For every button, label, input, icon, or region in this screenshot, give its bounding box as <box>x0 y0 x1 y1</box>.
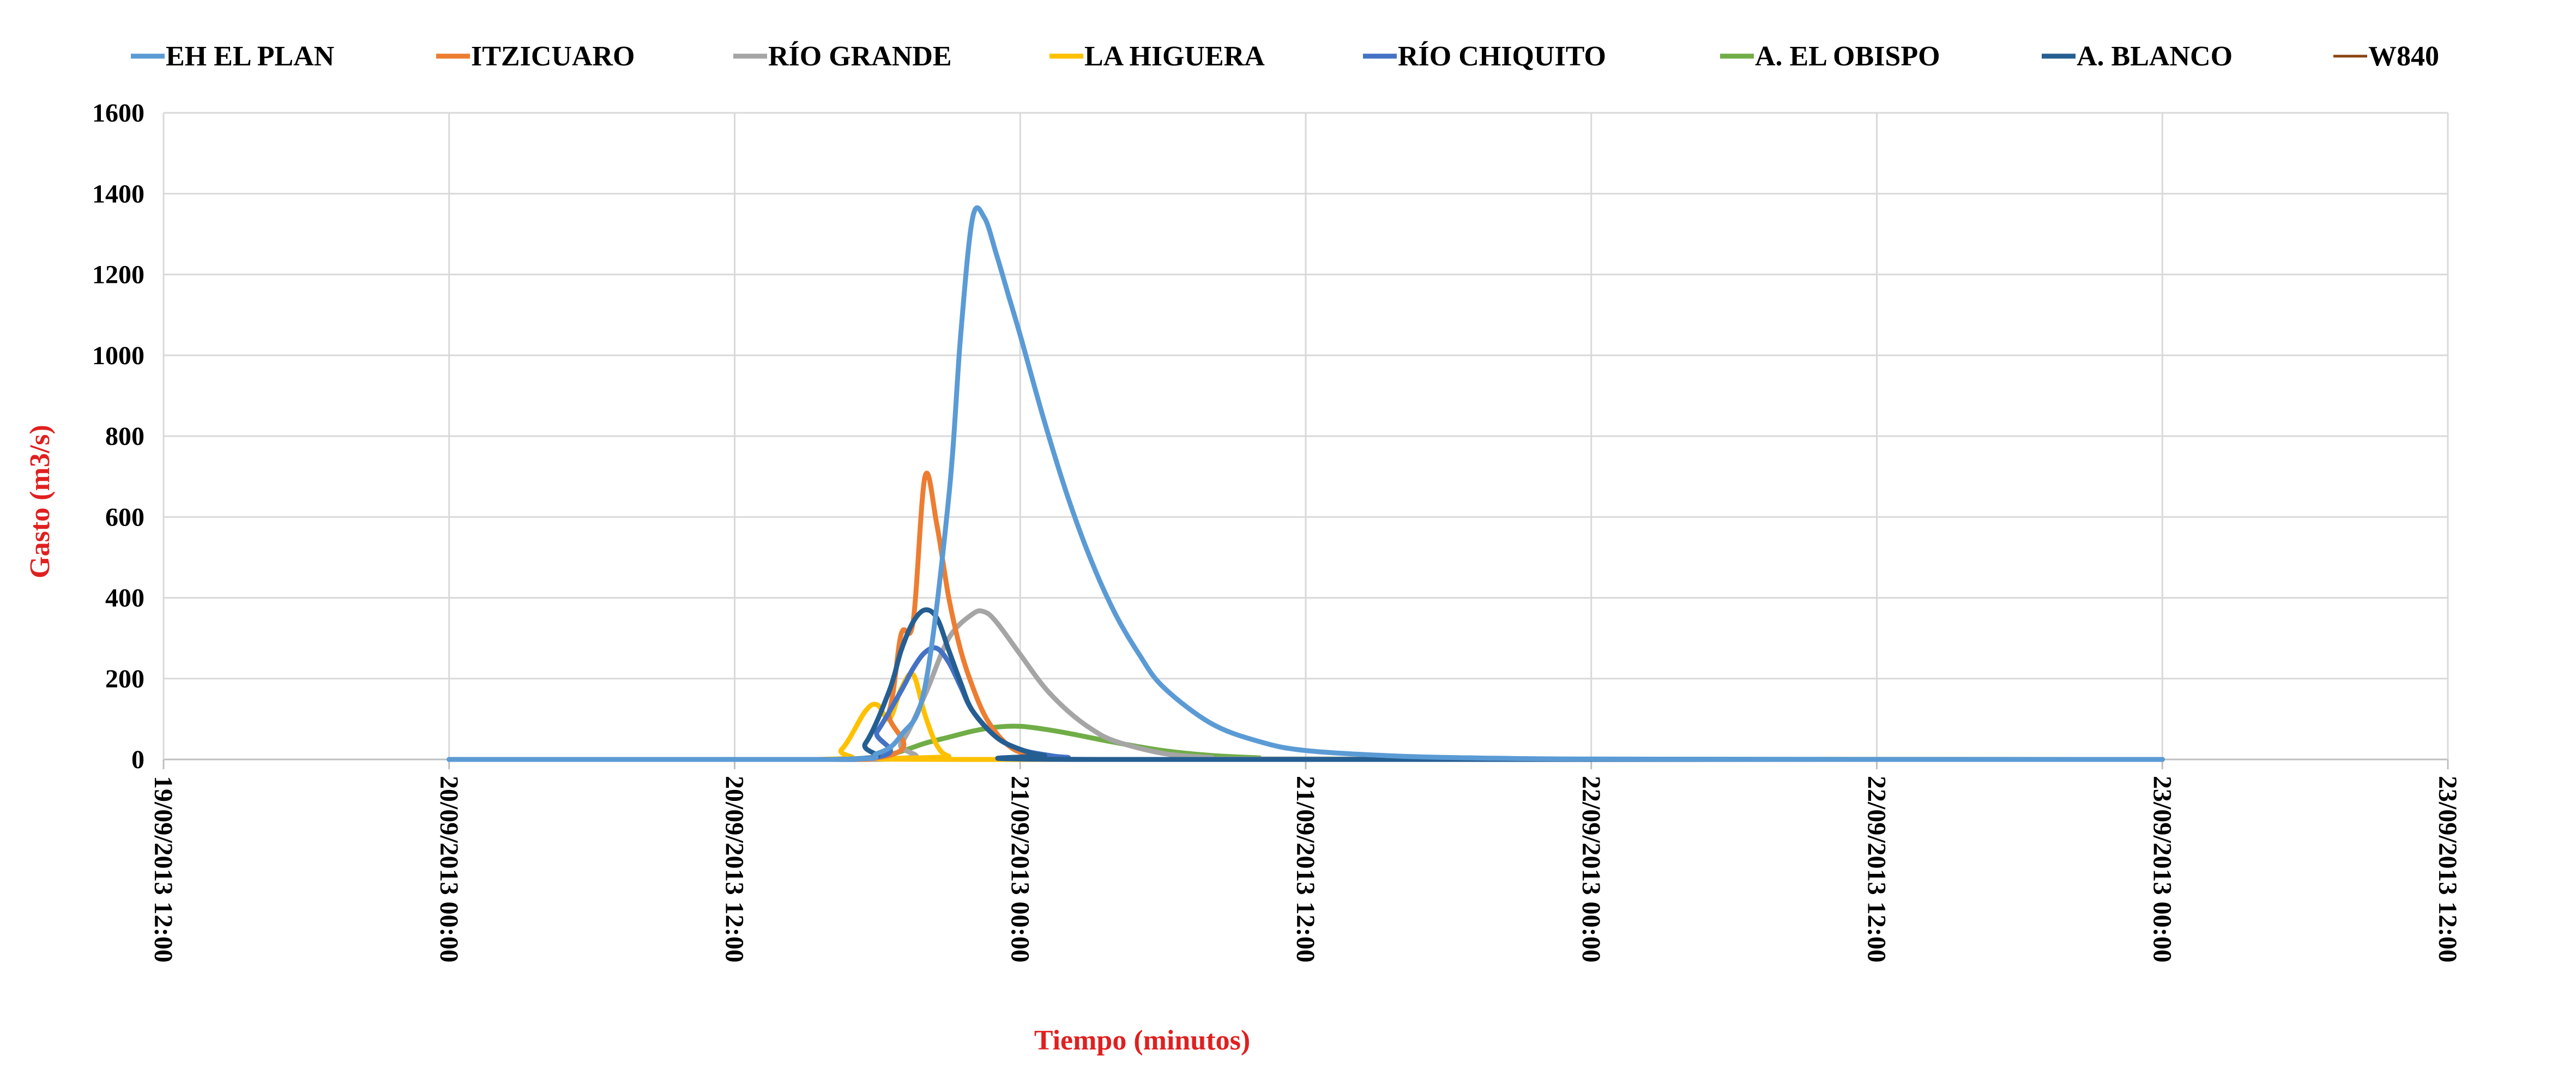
legend-entry: EH EL PLAN <box>131 41 334 72</box>
x-axis-title: Tiempo (minutos) <box>1034 1025 1250 1056</box>
legend-label: W840 <box>2368 41 2439 72</box>
x-tick-label: 21/09/2013 12:00 <box>1291 776 1320 963</box>
legend-label: ITZICUARO <box>471 41 635 72</box>
legend-entry: A. EL OBISPO <box>1720 41 1940 72</box>
legend-entry: LA HIGUERA <box>1049 41 1265 72</box>
legend-label: A. EL OBISPO <box>1755 41 1940 72</box>
x-tick-label: 19/09/2013 12:00 <box>149 776 178 963</box>
y-axis-ticks: 0 200 400 600 800 1000 1200 1400 1600 <box>92 99 144 774</box>
y-tick-label: 1200 <box>92 261 144 289</box>
x-tick-label: 23/09/2013 12:00 <box>2433 776 2462 963</box>
legend-label: LA HIGUERA <box>1084 41 1265 72</box>
gridlines <box>162 112 2449 769</box>
x-tick-label: 22/09/2013 00:00 <box>1577 776 1606 963</box>
x-axis-ticks: 19/09/2013 12:00 20/09/2013 00:00 20/09/20… <box>149 776 2462 963</box>
legend-entry: A. BLANCO <box>2042 41 2233 72</box>
series-layer <box>447 205 2165 762</box>
y-tick-label: 600 <box>105 503 144 532</box>
legend-label: A. BLANCO <box>2077 41 2233 72</box>
legend-label: EH EL PLAN <box>166 41 334 72</box>
legend-entry: RÍO GRANDE <box>733 40 952 72</box>
x-tick-label: 23/09/2013 00:00 <box>2147 776 2176 963</box>
legend: EH EL PLAN ITZICUARO RÍO GRANDE LA HIGUERA R… <box>131 40 2439 72</box>
y-axis-title: Gasto (m3/s) <box>25 425 56 578</box>
y-tick-label: 1400 <box>92 179 144 208</box>
legend-label: RÍO CHIQUITO <box>1398 40 1606 72</box>
legend-label: RÍO GRANDE <box>768 40 952 72</box>
legend-entry: W840 <box>2333 41 2439 72</box>
y-tick-label: 400 <box>105 584 144 613</box>
legend-entry: ITZICUARO <box>436 41 635 72</box>
y-tick-label: 200 <box>105 665 144 693</box>
legend-entry: RÍO CHIQUITO <box>1363 40 1606 72</box>
y-tick-label: 800 <box>105 422 144 451</box>
y-tick-label: 1600 <box>92 99 144 128</box>
x-tick-label: 20/09/2013 00:00 <box>435 776 463 963</box>
y-tick-label: 0 <box>131 745 144 774</box>
series-line-eh-el-plan <box>447 205 2165 762</box>
x-tick-label: 21/09/2013 00:00 <box>1005 776 1034 963</box>
x-tick-label: 20/09/2013 12:00 <box>720 776 749 963</box>
x-tick-label: 22/09/2013 12:00 <box>1862 776 1891 963</box>
y-tick-label: 1000 <box>92 341 144 370</box>
